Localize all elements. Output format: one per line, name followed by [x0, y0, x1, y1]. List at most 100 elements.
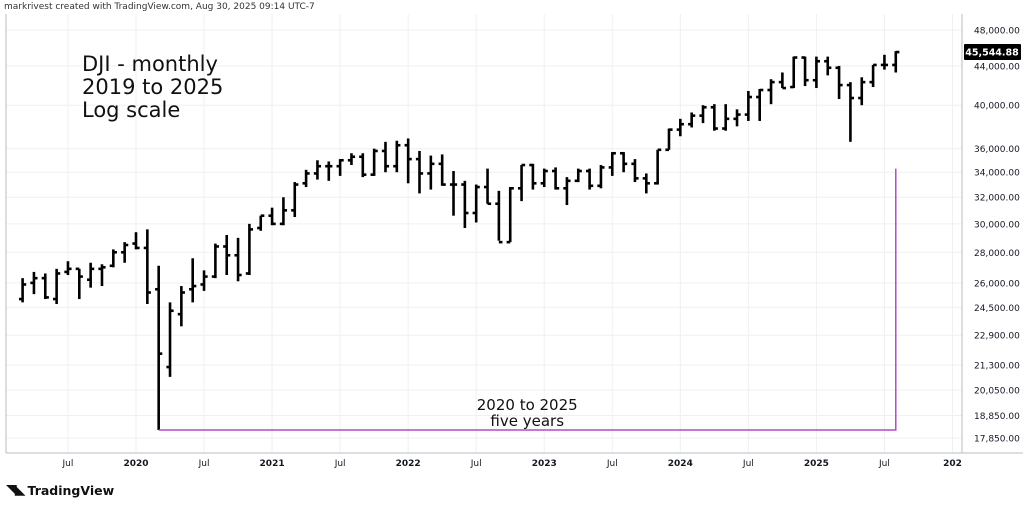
- ohlc-bar[interactable]: [551, 167, 560, 190]
- ohlc-bar[interactable]: [53, 268, 61, 305]
- ohlc-bar[interactable]: [75, 267, 83, 300]
- ohlc-bar[interactable]: [744, 91, 752, 121]
- ohlc-bar[interactable]: [756, 88, 764, 121]
- grid-lines: [6, 14, 962, 453]
- ohlc-bar[interactable]: [642, 173, 650, 194]
- ohlc-bar[interactable]: [438, 154, 446, 186]
- ohlc-bar[interactable]: [688, 112, 696, 128]
- ohlc-bar[interactable]: [517, 163, 526, 202]
- ohlc-bar[interactable]: [869, 63, 877, 88]
- ohlc-bar[interactable]: [415, 150, 424, 194]
- ohlc-bar[interactable]: [733, 109, 741, 127]
- ohlc-bar[interactable]: [778, 72, 786, 90]
- ohlc-bar[interactable]: [824, 56, 832, 76]
- ohlc-bar[interactable]: [132, 232, 140, 250]
- ohlc-bar[interactable]: [676, 118, 684, 137]
- ohlc-bar[interactable]: [121, 242, 129, 263]
- ohlc-bar[interactable]: [506, 187, 514, 244]
- ohlc-bar[interactable]: [654, 148, 662, 185]
- y-tick-label: 34,000.00: [974, 169, 1020, 179]
- ohlc-bar[interactable]: [245, 223, 253, 276]
- ohlc-bar[interactable]: [234, 237, 242, 282]
- y-tick-label: 32,000.00: [974, 194, 1020, 204]
- ohlc-bar[interactable]: [586, 168, 594, 190]
- ohlc-bar[interactable]: [880, 54, 889, 70]
- ohlc-bar[interactable]: [166, 302, 174, 377]
- ohlc-bar[interactable]: [892, 50, 900, 73]
- ohlc-bar[interactable]: [41, 273, 49, 300]
- ohlc-bar[interactable]: [109, 249, 117, 268]
- ohlc-bar[interactable]: [846, 82, 855, 142]
- ohlc-bar[interactable]: [87, 262, 95, 288]
- ohlc-bar[interactable]: [790, 56, 798, 89]
- x-tick-label: Jul: [878, 459, 890, 469]
- ohlc-bar[interactable]: [189, 258, 197, 303]
- ohlc-bar[interactable]: [200, 270, 208, 291]
- ohlc-bar[interactable]: [801, 56, 809, 87]
- ohlc-bar[interactable]: [359, 153, 367, 178]
- title-line: 2019 to 2025: [82, 75, 223, 99]
- ohlc-bar[interactable]: [211, 243, 219, 279]
- ohlc-bar[interactable]: [155, 265, 163, 430]
- ohlc-bar[interactable]: [143, 229, 151, 305]
- ohlc-bar[interactable]: [495, 190, 503, 244]
- ohlc-bar[interactable]: [529, 163, 537, 190]
- y-tick-label: 21,300.00: [974, 362, 1020, 372]
- ohlc-bar[interactable]: [313, 160, 322, 180]
- ohlc-bar[interactable]: [404, 138, 412, 184]
- ohlc-bar[interactable]: [19, 278, 27, 303]
- ohlc-bar[interactable]: [483, 168, 492, 206]
- y-tick-label: 28,000.00: [974, 249, 1020, 259]
- ohlc-bar[interactable]: [710, 104, 718, 131]
- ohlc-bar[interactable]: [393, 140, 401, 173]
- ohlc-bar[interactable]: [608, 151, 616, 176]
- y-tick-label: 20,050.00: [974, 387, 1020, 397]
- ohlc-bar[interactable]: [699, 105, 707, 124]
- x-tick-label: Jul: [62, 459, 74, 469]
- ohlc-bar[interactable]: [98, 264, 106, 287]
- x-tick-label: 2024: [668, 459, 693, 469]
- ohlc-bar[interactable]: [858, 77, 866, 106]
- ohlc-bar[interactable]: [347, 153, 356, 166]
- y-tick-label: 24,500.00: [974, 304, 1020, 314]
- ohlc-bar[interactable]: [835, 65, 843, 100]
- x-tick-label: Jul: [470, 459, 482, 469]
- ohlc-bar[interactable]: [177, 286, 185, 327]
- ohlc-bar[interactable]: [812, 56, 820, 89]
- tradingview-logo-icon: ◥◣: [6, 482, 25, 498]
- ohlc-bar[interactable]: [336, 158, 344, 176]
- ohlc-bar[interactable]: [64, 261, 72, 276]
- ohlc-bar[interactable]: [381, 141, 390, 173]
- ohlc-bar[interactable]: [472, 184, 480, 223]
- ohlc-bar[interactable]: [257, 214, 265, 231]
- y-tick-label: 44,000.00: [974, 62, 1020, 72]
- x-tick-label: Jul: [742, 459, 754, 469]
- ohlc-bar[interactable]: [325, 161, 333, 181]
- ohlc-bar[interactable]: [291, 182, 299, 218]
- ohlc-bar[interactable]: [574, 168, 582, 183]
- ohlc-bar[interactable]: [427, 155, 435, 190]
- ohlc-bar[interactable]: [631, 159, 639, 183]
- ohlc-bar[interactable]: [665, 128, 673, 152]
- x-tick-label: 2023: [532, 459, 557, 469]
- y-tick-label: 48,000.00: [974, 27, 1020, 37]
- ohlc-bar[interactable]: [540, 168, 548, 188]
- ohlc-bar[interactable]: [449, 171, 458, 216]
- ohlc-bar[interactable]: [268, 207, 276, 226]
- ohlc-bar[interactable]: [767, 79, 775, 105]
- ohlc-bar[interactable]: [302, 169, 310, 188]
- x-tick-label: Jul: [198, 459, 210, 469]
- chart-attribution: markrivest created with TradingView.com,…: [4, 2, 315, 12]
- ohlc-bar[interactable]: [597, 165, 605, 189]
- ohlc-bar[interactable]: [461, 180, 469, 229]
- annotation-label: five years: [490, 412, 564, 430]
- ohlc-bar[interactable]: [279, 197, 288, 226]
- ohlc-bar[interactable]: [30, 271, 38, 295]
- ohlc-bar[interactable]: [563, 177, 571, 206]
- ohlc-bar[interactable]: [722, 104, 730, 131]
- ohlc-bar[interactable]: [223, 235, 231, 276]
- ohlc-bar[interactable]: [620, 151, 628, 173]
- x-tick-label: Jul: [334, 459, 346, 469]
- ohlc-bar[interactable]: [370, 148, 378, 176]
